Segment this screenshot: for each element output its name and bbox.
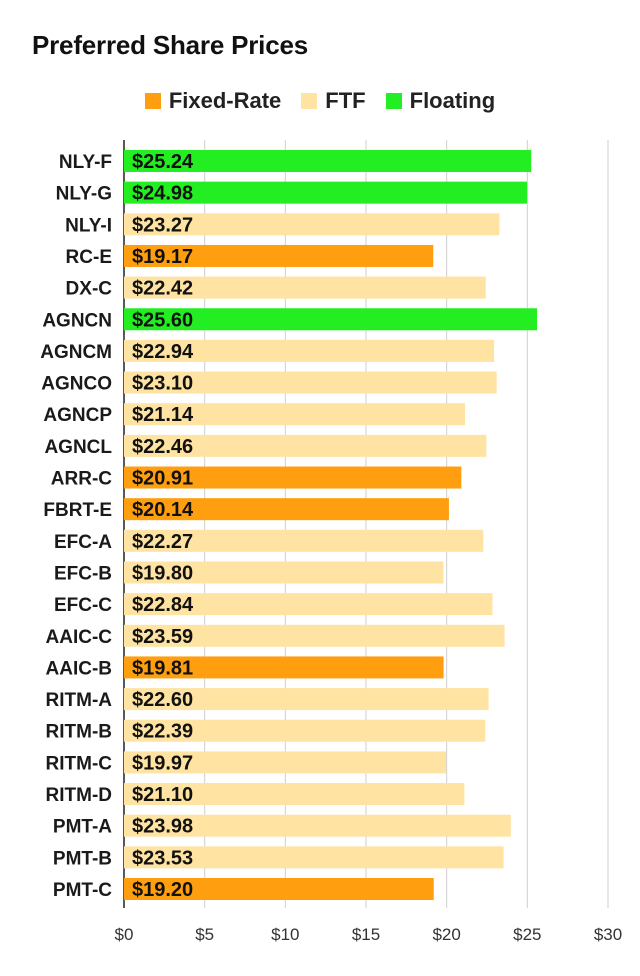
value-label-agncl: $22.46 [132, 436, 193, 458]
bar-nly-g [124, 181, 528, 204]
category-label-agncm: AGNCM [40, 342, 112, 363]
value-label-agncm: $22.94 [132, 341, 194, 363]
value-label-aaic-c: $23.59 [132, 626, 193, 648]
value-label-nly-i: $23.27 [132, 214, 193, 236]
bar-pmt-b [124, 846, 504, 869]
bar-agncm [124, 339, 495, 362]
bar-agncp [124, 403, 466, 426]
category-label-arr-c: ARR-C [51, 469, 112, 490]
bar-rc-e [124, 244, 434, 267]
category-label-nly-f: NLY-F [59, 152, 112, 173]
legend-swatch-ftf [301, 93, 318, 109]
category-label-ritm-a: RITM-A [46, 690, 113, 711]
category-label-agncn: AGNCN [42, 310, 112, 331]
chart-legend: Fixed-Rate FTF Floating [0, 88, 640, 114]
legend-swatch-floating [385, 93, 402, 109]
legend-label-fixed-rate: Fixed-Rate [168, 88, 282, 113]
bar-nly-i [124, 213, 500, 236]
value-label-ritm-b: $22.39 [132, 721, 193, 743]
category-label-pmt-c: PMT-C [53, 880, 112, 901]
category-label-ritm-c: RITM-C [46, 753, 113, 774]
bar-efc-b [124, 561, 444, 584]
value-label-agncp: $21.14 [132, 404, 194, 426]
bar-dx-c [124, 276, 486, 299]
value-label-pmt-a: $23.98 [132, 816, 193, 838]
category-label-agnco: AGNCO [41, 374, 112, 395]
category-label-ritm-d: RITM-D [46, 785, 112, 806]
value-label-arr-c: $20.91 [132, 468, 193, 490]
value-label-pmt-b: $23.53 [132, 847, 193, 869]
bar-pmt-c [124, 878, 434, 900]
category-label-agncl: AGNCL [44, 437, 112, 458]
value-label-pmt-c: $19.20 [132, 879, 193, 901]
bar-aaic-c [124, 624, 505, 647]
bar-agncn [124, 308, 538, 331]
category-label-efc-a: EFC-A [54, 532, 112, 553]
bar-aaic-b [124, 656, 444, 679]
value-label-ritm-a: $22.60 [132, 689, 193, 711]
x-tick-label-20: $20 [432, 925, 460, 944]
value-label-nly-f: $25.24 [132, 151, 194, 173]
value-label-dx-c: $22.42 [132, 278, 193, 300]
category-label-efc-c: EFC-C [54, 595, 112, 616]
chart-title: Preferred Share Prices [32, 30, 308, 60]
category-label-pmt-a: PMT-A [53, 817, 112, 838]
bar-ritm-c [124, 751, 447, 774]
legend-swatch-fixed-rate [144, 93, 161, 109]
bar-ritm-d [124, 783, 465, 806]
value-label-efc-b: $19.80 [132, 562, 193, 584]
category-label-nly-g: NLY-G [56, 184, 112, 205]
bar-arr-c [124, 466, 462, 489]
bar-fbrt-e [124, 498, 449, 521]
x-tick-label-25: $25 [513, 925, 541, 944]
legend-label-floating: Floating [409, 88, 496, 113]
value-label-fbrt-e: $20.14 [132, 499, 194, 521]
legend-item-ftf: FTF [301, 88, 366, 114]
x-tick-label-30: $30 [594, 925, 622, 944]
category-label-ritm-b: RITM-B [46, 722, 112, 743]
value-label-agnco: $23.10 [132, 373, 193, 395]
x-tick-label-15: $15 [352, 925, 380, 944]
bar-efc-a [124, 529, 484, 552]
x-tick-label-10: $10 [271, 925, 299, 944]
category-label-nly-i: NLY-I [65, 215, 112, 236]
legend-label-ftf: FTF [325, 88, 366, 113]
x-tick-label-5: $5 [195, 925, 214, 944]
value-label-ritm-d: $21.10 [132, 784, 193, 806]
value-label-nly-g: $24.98 [132, 183, 193, 205]
category-label-dx-c: DX-C [66, 279, 113, 300]
category-label-aaic-b: AAIC-B [46, 658, 113, 679]
legend-item-fixed-rate: Fixed-Rate [144, 88, 282, 114]
bar-nly-f [124, 150, 532, 172]
category-label-fbrt-e: FBRT-E [43, 500, 112, 521]
value-label-agncn: $25.60 [132, 309, 193, 331]
bar-ritm-a [124, 688, 489, 711]
category-label-agncp: AGNCP [43, 405, 112, 426]
bar-ritm-b [124, 719, 486, 742]
category-label-rc-e: RC-E [66, 247, 112, 268]
category-label-pmt-b: PMT-B [53, 848, 112, 869]
value-label-aaic-b: $19.81 [132, 657, 193, 679]
bar-efc-c [124, 593, 493, 616]
category-label-efc-b: EFC-B [54, 563, 112, 584]
x-tick-label-0: $0 [115, 925, 134, 944]
value-label-efc-c: $22.84 [132, 594, 194, 616]
value-label-rc-e: $19.17 [132, 246, 193, 268]
value-label-ritm-c: $19.97 [132, 752, 193, 774]
bar-agncl [124, 434, 487, 457]
value-label-efc-a: $22.27 [132, 531, 193, 553]
category-label-aaic-c: AAIC-C [46, 627, 113, 648]
bar-agnco [124, 371, 497, 394]
legend-item-floating: Floating [385, 88, 496, 114]
bar-pmt-a [124, 814, 511, 837]
